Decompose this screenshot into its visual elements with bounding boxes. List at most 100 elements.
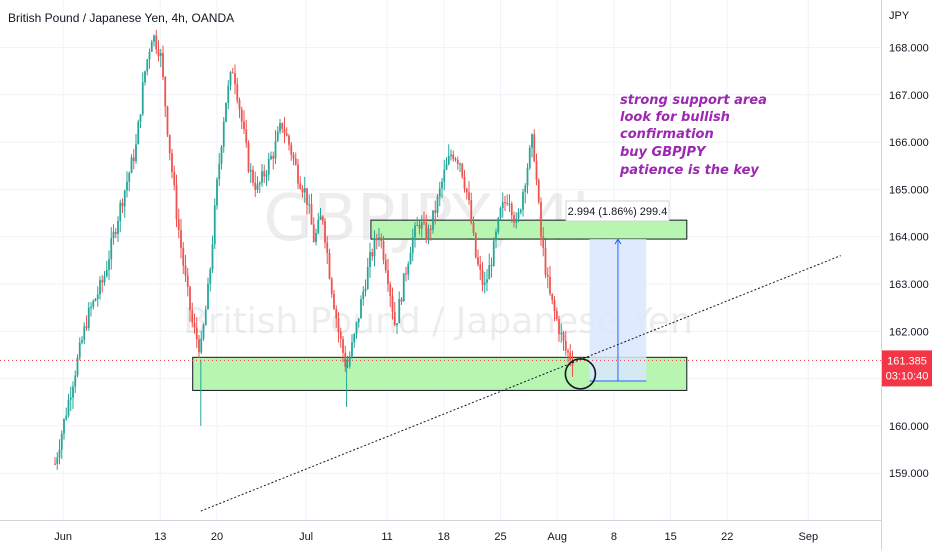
candle-body — [261, 171, 263, 183]
candle-body — [380, 237, 383, 241]
candle-body — [335, 308, 338, 319]
candle-body — [510, 203, 513, 216]
candle-body — [330, 278, 333, 294]
candle-body — [132, 157, 135, 162]
candle-body — [60, 433, 63, 450]
annotation-line-2: look for bullish — [620, 110, 730, 125]
candle-body — [495, 231, 497, 241]
y-tick-label: 160.000 — [889, 421, 929, 433]
candle-body — [504, 202, 506, 204]
candle-body — [155, 35, 158, 50]
candle-body — [461, 163, 464, 177]
candle-body — [454, 158, 457, 161]
candle-body — [85, 326, 88, 329]
candle-body — [72, 386, 74, 398]
candle-body — [382, 240, 385, 260]
y-tick-label: 166.000 — [889, 137, 929, 149]
candle-body — [362, 291, 365, 300]
annotation-line-1: strong support area — [620, 93, 767, 108]
candle-body — [551, 293, 554, 301]
candle-body — [198, 339, 200, 353]
candle-body — [549, 276, 551, 294]
candle-body — [119, 202, 122, 221]
candle-body — [321, 216, 324, 221]
y-tick-label: 162.000 — [889, 326, 929, 338]
candle-body — [171, 153, 173, 173]
candle-body — [74, 375, 77, 387]
candle-body — [265, 174, 268, 177]
candle-body — [483, 282, 486, 285]
measure-label-box: 2.994 (1.86%) 299.4 — [565, 200, 670, 222]
candle-body — [312, 224, 315, 242]
candle-body — [353, 334, 356, 343]
measure-tool[interactable] — [589, 238, 647, 382]
candle-body — [441, 181, 443, 189]
annotation-note[interactable]: strong support area look for bullish con… — [619, 93, 767, 178]
y-tick-label: 164.000 — [889, 232, 929, 244]
candle-body — [225, 102, 227, 122]
zone-resistance[interactable] — [370, 219, 688, 240]
x-tick-label: 18 — [438, 531, 450, 543]
y-tick-label: 163.000 — [889, 279, 929, 291]
candle-body — [351, 342, 353, 357]
highlight-circle[interactable] — [564, 358, 597, 390]
candle-body — [558, 319, 560, 335]
candle-body — [229, 72, 232, 86]
candle-body — [162, 53, 164, 78]
candle-body — [477, 257, 479, 265]
candle-body — [423, 222, 425, 224]
candle-body — [204, 309, 207, 326]
candle-body — [218, 163, 221, 180]
candle-body — [508, 203, 511, 205]
candle-body — [272, 156, 275, 159]
candle-body — [526, 168, 529, 186]
candle-body — [240, 109, 243, 122]
candle-body — [216, 179, 218, 206]
candle-body — [263, 171, 266, 177]
candle-body — [337, 318, 340, 332]
candle-body — [416, 225, 419, 227]
candle-body — [555, 311, 558, 320]
candle-body — [94, 299, 97, 301]
bar-countdown: 03:10:40 — [886, 370, 929, 382]
candle-body — [315, 232, 317, 242]
x-tick-label: 11 — [381, 531, 392, 543]
candle-body — [373, 238, 376, 257]
candle-body — [56, 457, 59, 464]
candle-body — [90, 306, 92, 308]
candle-body — [425, 222, 428, 240]
candle-body — [182, 247, 185, 266]
candle-body — [346, 366, 349, 368]
candle-body — [393, 311, 396, 326]
annotation-line-3: confirmation — [620, 127, 714, 142]
x-tick-label: 25 — [494, 531, 506, 543]
candle-body — [67, 399, 70, 416]
x-tick-label: 22 — [721, 531, 733, 543]
candle-body — [189, 286, 191, 311]
trendline[interactable] — [200, 255, 841, 512]
candle-body — [153, 35, 155, 42]
candle-body — [236, 84, 239, 101]
candle-body — [252, 169, 254, 183]
candle-body — [470, 200, 473, 223]
candle-body — [184, 265, 187, 276]
time-scale[interactable]: Jun 13 20 Jul 11 18 25 Aug 8 15 22 Sep — [54, 531, 818, 543]
candle-body — [447, 155, 450, 165]
candle-body — [540, 202, 542, 237]
candle-body — [270, 156, 272, 160]
candle-body — [427, 228, 430, 240]
candle-body — [519, 209, 522, 213]
candle-body — [213, 205, 216, 245]
candle-body — [58, 449, 61, 458]
candle-body — [126, 181, 128, 191]
candle-body — [459, 163, 461, 165]
candle-body — [553, 300, 556, 312]
candle-body — [499, 208, 502, 218]
candle-body — [101, 280, 104, 283]
candle-body — [528, 147, 531, 169]
candle-body — [168, 134, 171, 154]
current-price: 161.385 — [887, 355, 927, 367]
candle-body — [234, 73, 236, 85]
candle-body — [517, 212, 520, 219]
